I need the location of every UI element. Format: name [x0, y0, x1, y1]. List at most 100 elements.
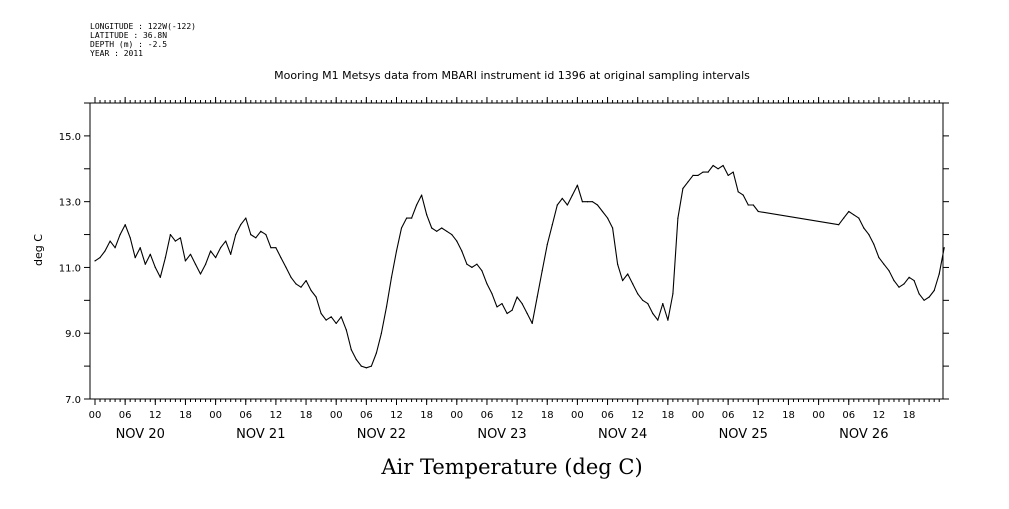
data-point — [451, 234, 453, 236]
latitude-label: LATITUDE : 36.8N — [90, 31, 167, 40]
data-point — [873, 243, 875, 245]
data-point — [340, 316, 342, 318]
x-tick-label: 12 — [631, 410, 644, 421]
data-point — [551, 224, 553, 226]
data-point — [571, 194, 574, 196]
data-point — [722, 164, 724, 167]
data-point — [898, 286, 900, 288]
data-point — [220, 247, 222, 249]
data-point — [210, 250, 212, 252]
data-point — [245, 217, 247, 219]
y-tick-label: 11.0 — [59, 263, 81, 274]
data-point — [943, 247, 945, 249]
x-tick-label: 18 — [903, 410, 916, 421]
data-point — [169, 234, 171, 236]
data-point — [903, 283, 905, 285]
data-point — [139, 247, 141, 249]
data-point — [531, 322, 533, 324]
data-point — [461, 250, 463, 252]
data-point — [918, 293, 920, 295]
y-tick-label: 9.0 — [65, 329, 81, 340]
data-point — [385, 306, 388, 308]
data-point — [838, 224, 840, 226]
series-group — [94, 164, 945, 369]
data-point — [526, 312, 528, 315]
data-point — [330, 316, 332, 318]
x-tick-label: 18 — [300, 410, 313, 421]
data-point — [687, 181, 689, 183]
data-point — [315, 296, 317, 298]
data-point — [230, 253, 232, 255]
data-point — [320, 312, 322, 315]
data-point — [843, 217, 845, 219]
data-point — [853, 214, 855, 216]
data-point — [250, 234, 252, 236]
data-point — [933, 289, 935, 292]
x-tick-label: 06 — [360, 410, 373, 421]
data-point — [642, 299, 644, 301]
x-tick-label: 12 — [149, 410, 162, 421]
x-day-label: NOV 26 — [839, 427, 888, 442]
data-point — [436, 230, 438, 232]
x-day-label: NOV 21 — [236, 427, 285, 442]
data-point — [893, 280, 895, 282]
x-tick-label: 12 — [390, 410, 403, 421]
data-point — [149, 253, 151, 255]
x-tick-label: 12 — [873, 410, 886, 421]
data-point — [240, 224, 242, 226]
data-point — [737, 191, 739, 193]
data-point — [265, 234, 267, 236]
x-tick-label: 00 — [89, 410, 102, 421]
data-point — [596, 204, 599, 206]
x-tick-label: 06 — [239, 410, 252, 421]
x-tick-label: 06 — [481, 410, 494, 421]
data-point — [727, 174, 729, 176]
x-tick-label: 18 — [179, 410, 192, 421]
data-point — [174, 240, 176, 242]
data-point — [290, 276, 292, 278]
data-point — [607, 217, 609, 219]
data-point — [225, 240, 227, 242]
y-tick-label: 15.0 — [59, 132, 81, 143]
data-point — [742, 194, 744, 196]
x-tick-label: 06 — [722, 410, 735, 421]
data-point — [617, 263, 619, 265]
data-point — [752, 204, 754, 206]
data-point — [456, 240, 458, 242]
data-point — [370, 365, 372, 367]
air-temperature-line — [94, 164, 945, 369]
data-point — [858, 217, 860, 219]
data-point — [380, 332, 382, 334]
x-tick-label: 12 — [511, 410, 524, 421]
data-point — [863, 227, 865, 229]
chart-title: Mooring M1 Metsys data from MBARI instru… — [274, 69, 750, 82]
data-point — [878, 257, 880, 259]
data-point — [280, 257, 282, 259]
data-point — [566, 204, 569, 206]
data-point — [305, 280, 307, 282]
data-point — [119, 234, 121, 236]
x-tick-label: 00 — [330, 410, 343, 421]
data-point — [466, 263, 468, 265]
data-point — [441, 227, 443, 229]
x-tick-label: 00 — [209, 410, 222, 421]
x-tick-label: 00 — [812, 410, 825, 421]
data-point — [732, 171, 734, 173]
data-point — [697, 174, 699, 176]
data-point — [406, 217, 408, 219]
x-day-label: NOV 23 — [477, 427, 526, 442]
data-point — [757, 210, 759, 213]
x-tick-label: 18 — [541, 410, 554, 421]
data-point — [938, 273, 940, 275]
x-tick-label: 12 — [752, 410, 765, 421]
data-point — [591, 201, 594, 203]
data-point — [471, 266, 473, 268]
data-point — [345, 329, 347, 331]
data-point — [541, 270, 543, 272]
y-tick-label: 7.0 — [65, 395, 81, 406]
data-point — [99, 257, 101, 259]
y-axis-label: deg C — [32, 234, 45, 266]
data-point — [868, 234, 870, 236]
data-point — [622, 280, 624, 282]
data-point — [154, 266, 156, 268]
